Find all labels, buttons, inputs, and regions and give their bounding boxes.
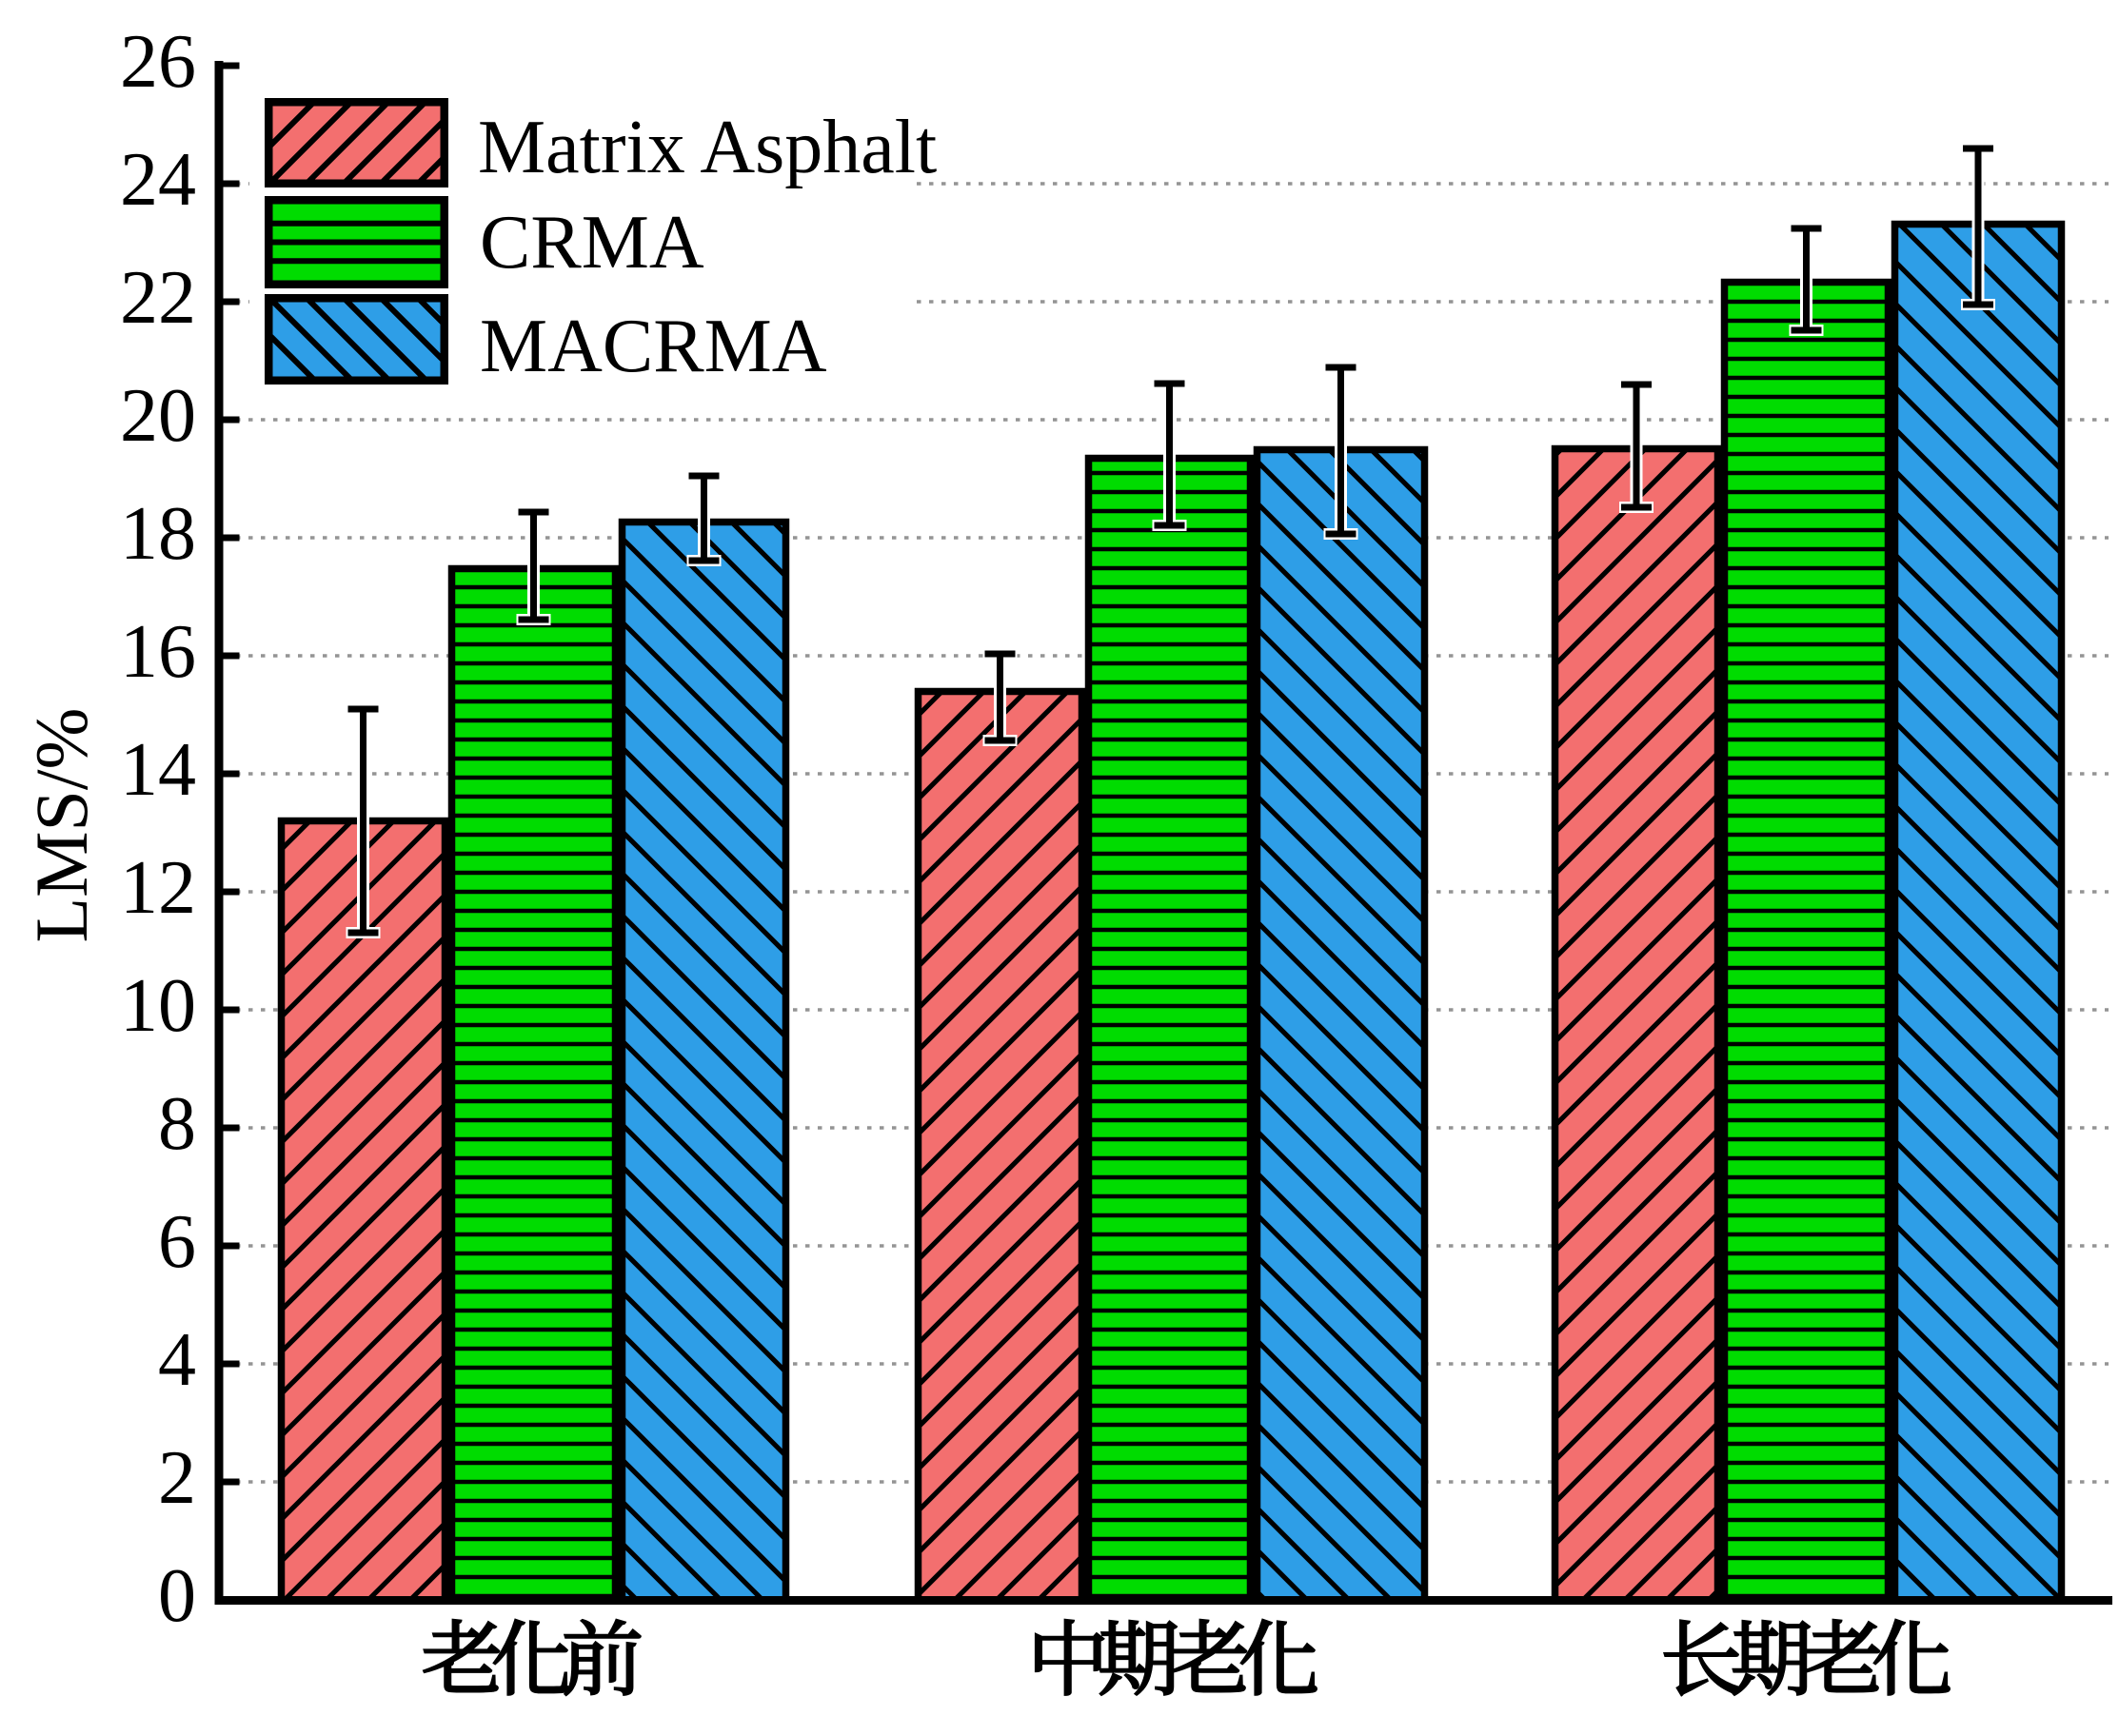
svg-text:18: 18: [120, 492, 196, 576]
svg-text:6: 6: [158, 1200, 196, 1284]
svg-text:20: 20: [120, 374, 196, 458]
svg-text:12: 12: [120, 846, 196, 930]
svg-text:0: 0: [158, 1554, 196, 1638]
svg-text:14: 14: [120, 728, 196, 812]
svg-text:2: 2: [158, 1436, 196, 1520]
svg-text:10: 10: [120, 964, 196, 1048]
svg-text:Matrix Asphalt: Matrix Asphalt: [478, 106, 937, 189]
svg-text:24: 24: [120, 138, 196, 222]
svg-text:8: 8: [158, 1082, 196, 1166]
svg-text:4: 4: [158, 1318, 196, 1402]
svg-text:22: 22: [120, 256, 196, 340]
svg-text:MACRMA: MACRMA: [480, 305, 827, 388]
svg-text:CRMA: CRMA: [480, 201, 704, 285]
svg-text:16: 16: [120, 610, 196, 694]
svg-text:LMS/%: LMS/%: [20, 707, 103, 942]
svg-text:26: 26: [120, 20, 196, 104]
